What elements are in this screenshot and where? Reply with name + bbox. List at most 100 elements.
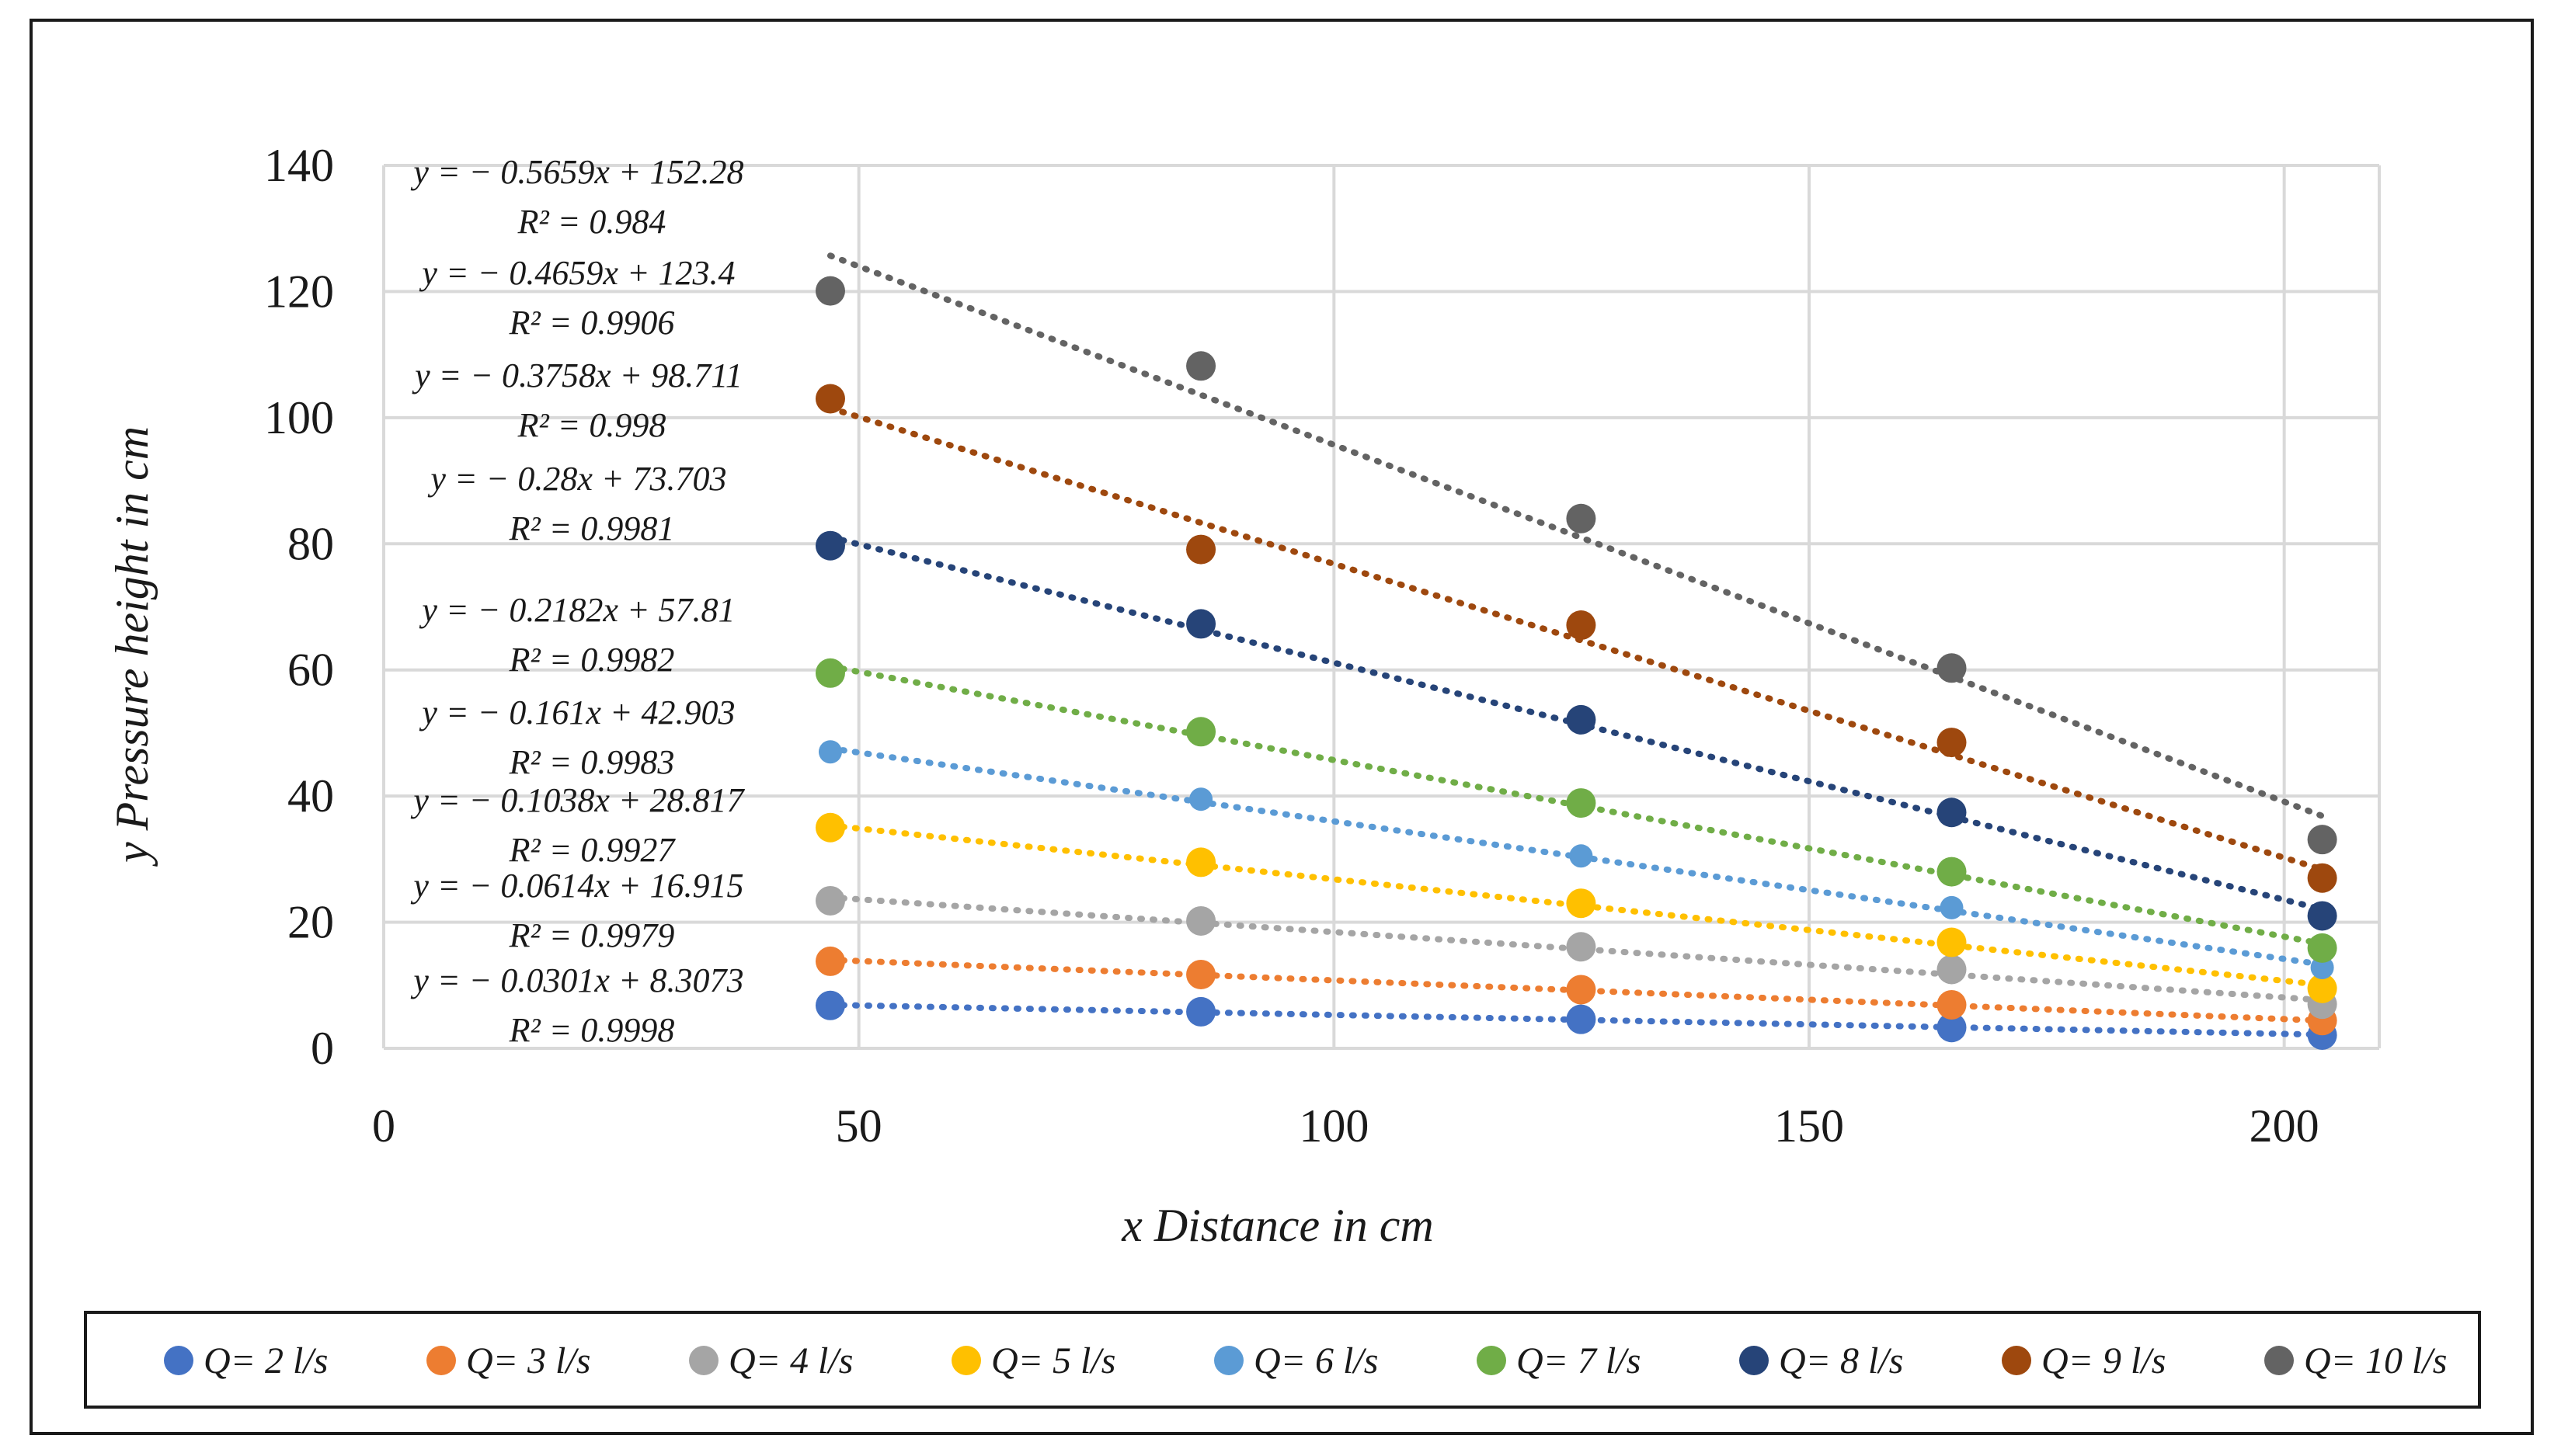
data-point [815,276,845,306]
legend: Q= 2 l/s Q= 3 l/s Q= 4 l/s Q= 5 l/s Q= 6 l/s… [164,1340,2447,1381]
y-tick-label: 40 [287,770,334,822]
data-point [1566,503,1596,533]
trendline-equation: y = − 0.28x + 73.703 [427,460,726,498]
data-point [1936,797,1967,828]
legend-marker [952,1346,981,1375]
data-point [1569,844,1593,868]
trendline-r2: R² = 0.9981 [509,509,675,547]
data-point [1186,351,1216,381]
y-tick-label: 60 [287,645,334,696]
chart-frame [30,19,2534,1435]
data-point [815,530,845,561]
trendline-r2: R² = 0.998 [517,406,666,444]
x-tick-label: 0 [372,1100,395,1152]
legend-marker [2002,1346,2031,1375]
y-tick-label: 80 [287,518,334,569]
data-point [1189,787,1213,811]
data-point [818,740,842,764]
data-point [1940,895,1964,919]
data-point [1566,788,1596,818]
data-point [2307,901,2337,931]
legend-marker [1739,1346,1769,1375]
data-point [815,946,845,976]
x-tick-label: 50 [836,1100,882,1152]
trendline-r2: R² = 0.9982 [509,641,675,679]
data-point [1936,1013,1967,1043]
trendline-r2: R² = 0.9979 [509,916,675,954]
y-tick-label: 0 [311,1023,334,1074]
x-axis-title: x Distance in cm [1121,1200,1434,1251]
data-point [815,885,845,916]
data-point [1186,996,1216,1027]
data-point [2307,825,2337,855]
legend-marker [1477,1346,1506,1375]
y-tick-label: 100 [264,392,334,443]
legend-label: Q= 5 l/s [991,1340,1115,1381]
trendline-equation: y = − 0.2182x + 57.81 [419,591,735,629]
data-point [1936,857,1967,887]
data-point [1186,534,1216,565]
y-axis-title: y Pressure height in cm [106,426,158,867]
legend-label: Q= 8 l/s [1779,1340,1903,1381]
data-point [1566,932,1596,962]
data-point [1566,888,1596,919]
x-tick-label: 150 [1774,1100,1844,1152]
trendline-equation: y = − 0.3758x + 98.711 [412,356,743,394]
legend-marker [1214,1346,1244,1375]
data-point [815,990,845,1020]
data-point [2307,863,2337,893]
legend-marker [426,1346,456,1375]
data-point [1936,927,1967,957]
legend-label: Q= 3 l/s [466,1340,590,1381]
trendlines [826,252,2326,1038]
y-tick-label: 120 [264,266,334,317]
data-point [1566,704,1596,735]
trendline-equation: y = − 0.5659x + 152.28 [410,153,743,191]
axis-ticks: 0 20 40 60 80 100 120 140 0 50 100 150 200 [264,140,2319,1152]
data-point [2310,956,2334,980]
trendline-equation: y = − 0.1038x + 28.817 [410,781,745,819]
data-point [2307,933,2337,963]
trendline-equations: y = − 0.5659x + 152.28 R² = 0.984 y = − 0.… [410,153,745,1049]
trendline-r2: R² = 0.9998 [509,1011,675,1049]
data-points [815,276,2337,1050]
legend-marker [164,1346,193,1375]
legend-label: Q= 2 l/s [204,1340,328,1381]
trendline-equation: y = − 0.4659x + 123.4 [419,254,735,292]
data-point [1936,653,1967,683]
data-point [815,812,845,843]
trendline-r2: R² = 0.984 [517,203,666,241]
trendline [826,745,2326,968]
legend-label: Q= 6 l/s [1254,1340,1378,1381]
data-point [1186,847,1216,877]
legend-marker [2264,1346,2294,1375]
y-tick-label: 140 [264,140,334,191]
data-point [1566,610,1596,641]
legend-marker [689,1346,719,1375]
legend-box [84,1311,2481,1409]
data-point [815,658,845,688]
legend-label: Q= 4 l/s [729,1340,853,1381]
data-point [815,384,845,414]
trendline-equation: y = − 0.161x + 42.903 [419,693,735,731]
trendline-r2: R² = 0.9927 [509,831,677,869]
x-tick-label: 100 [1299,1100,1369,1152]
legend-label: Q= 9 l/s [2041,1340,2166,1381]
data-point [1936,989,1967,1020]
data-point [1186,609,1216,639]
legend-label: Q= 7 l/s [1516,1340,1641,1381]
data-point [2307,973,2337,1003]
data-point [1566,1004,1596,1034]
legend-label: Q= 10 l/s [2304,1340,2447,1381]
trendline-r2: R² = 0.9983 [509,743,675,781]
trendline-r2: R² = 0.9906 [509,304,675,342]
data-point [1936,954,1967,985]
data-point [1566,975,1596,1005]
trendline [826,252,2326,819]
y-tick-label: 20 [287,897,334,948]
data-point [1186,959,1216,989]
trendline-equation: y = − 0.0614x + 16.915 [410,867,743,905]
x-tick-label: 200 [2250,1100,2319,1152]
data-point [1936,728,1967,758]
